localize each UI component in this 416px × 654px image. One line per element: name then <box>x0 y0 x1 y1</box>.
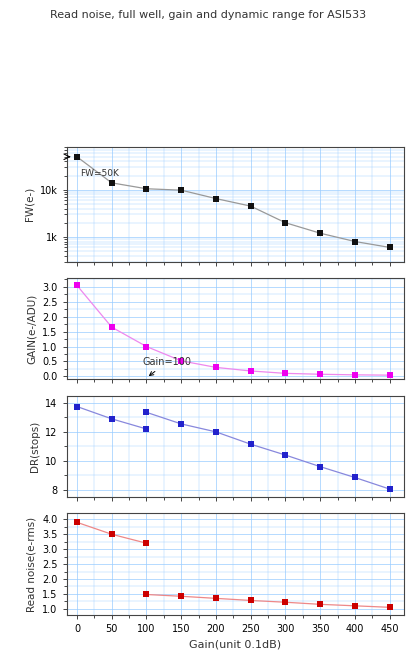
Point <box>282 450 289 460</box>
Text: Gain=100: Gain=100 <box>143 357 192 375</box>
X-axis label: Gain(unit 0.1dB): Gain(unit 0.1dB) <box>189 640 281 649</box>
Point <box>386 370 393 381</box>
Point <box>109 529 115 540</box>
Point <box>143 341 150 352</box>
Point <box>143 407 150 417</box>
Point <box>178 419 185 429</box>
Point <box>248 439 254 449</box>
Point <box>386 602 393 613</box>
Y-axis label: GAIN(e-/ADU): GAIN(e-/ADU) <box>27 294 37 364</box>
Point <box>143 184 150 194</box>
Point <box>248 201 254 211</box>
Point <box>386 242 393 252</box>
Point <box>213 194 219 204</box>
Point <box>352 472 358 483</box>
Point <box>352 370 358 380</box>
Point <box>386 484 393 494</box>
Y-axis label: Read noise(e-rms): Read noise(e-rms) <box>27 517 37 611</box>
Y-axis label: FW(e-): FW(e-) <box>24 187 34 222</box>
Point <box>282 368 289 379</box>
Point <box>178 591 185 602</box>
Point <box>109 322 115 332</box>
Point <box>109 413 115 424</box>
Text: Read noise, full well, gain and dynamic range for ASI533: Read noise, full well, gain and dynamic … <box>50 10 366 20</box>
Point <box>352 600 358 611</box>
Point <box>317 228 324 239</box>
Point <box>317 599 324 610</box>
Point <box>143 589 150 600</box>
Point <box>213 426 219 437</box>
Point <box>143 424 150 434</box>
Point <box>74 152 80 162</box>
Point <box>317 369 324 379</box>
Point <box>109 178 115 188</box>
Point <box>74 517 80 528</box>
Point <box>352 236 358 247</box>
Point <box>143 538 150 549</box>
Point <box>74 402 80 412</box>
Text: FW=50K: FW=50K <box>80 169 119 178</box>
Point <box>282 597 289 608</box>
Point <box>317 462 324 472</box>
Point <box>213 362 219 373</box>
Point <box>178 185 185 196</box>
Y-axis label: DR(stops): DR(stops) <box>30 421 40 472</box>
Point <box>248 595 254 606</box>
Point <box>213 593 219 604</box>
Point <box>178 356 185 366</box>
Point <box>74 280 80 290</box>
Point <box>248 366 254 376</box>
Point <box>282 218 289 228</box>
